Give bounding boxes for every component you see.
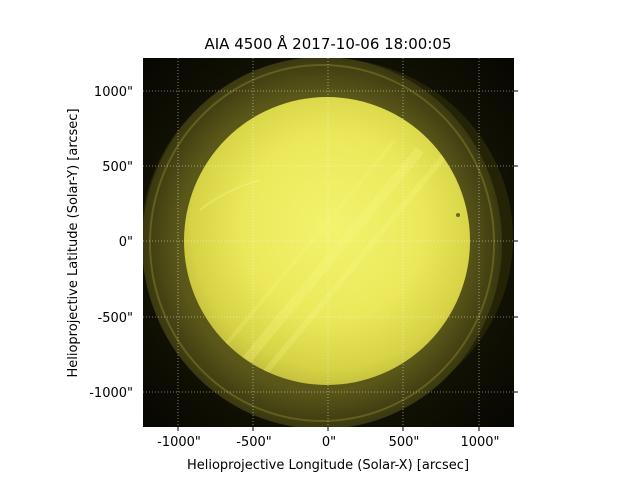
x-axis-label: Helioprojective Longitude (Solar-X) [arc… [187,458,469,473]
x-tick-label: -500" [236,435,271,450]
solar-image [143,58,514,427]
y-tick-label: 1000" [94,85,133,100]
x-tick-label: 500" [389,435,420,450]
y-tick-label: -500" [98,311,133,326]
sunspot [456,213,460,217]
figure-title: AIA 4500 Å 2017-10-06 18:00:05 [205,34,452,53]
x-tick-label: 1000" [460,435,499,450]
halo-inner-rim [149,64,495,422]
y-axis-ticks [514,90,518,393]
grid-lines [143,58,514,427]
disk-streaks [199,138,448,385]
y-tick-labels: 1000" 500" 0" -500" -1000" [89,85,133,401]
y-axis-label: Helioprojective Latitude (Solar-Y) [arcs… [66,108,81,377]
x-tick-labels: -1000" -500" 0" 500" 1000" [157,435,499,450]
y-tick-label: 500" [102,160,133,175]
x-axis [177,427,480,431]
x-tick-label: 0" [322,435,336,450]
y-tick-label: -1000" [89,386,133,401]
y-tick-label: 0" [119,235,133,250]
x-tick-label: -1000" [157,435,201,450]
